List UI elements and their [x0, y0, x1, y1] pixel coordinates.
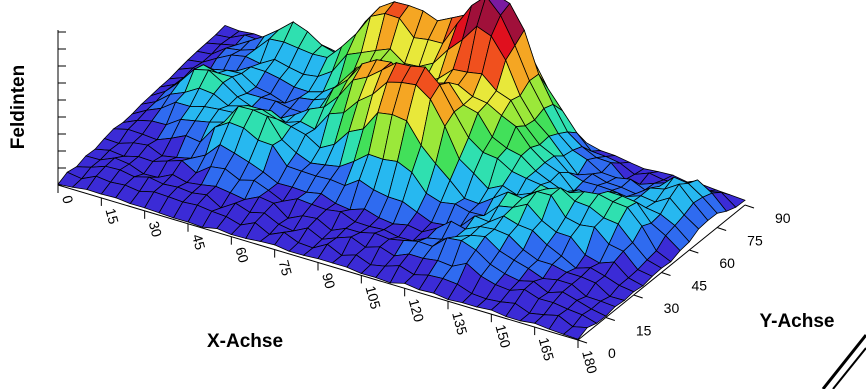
y-axis: 0 15 30 45 60 75 90: [577, 204, 791, 361]
y-tick: [577, 339, 588, 344]
x-tick-label: 60: [232, 245, 252, 264]
y-axis-title: Y-Achse: [760, 311, 835, 332]
z-axis-title: Feldinten: [8, 65, 29, 149]
y-tick-label: 75: [747, 233, 763, 249]
y-tick: [744, 204, 755, 209]
z-axis: [57, 30, 66, 186]
x-tick-label: 15: [102, 207, 122, 226]
y-tick-label: 45: [692, 278, 708, 294]
x-tick-label: 165: [536, 336, 558, 363]
corner-decoration-line-2: [832, 347, 866, 389]
y-tick: [689, 249, 699, 254]
corner-decoration-line: [821, 334, 866, 389]
x-tick-label: 135: [449, 310, 471, 337]
x-tick-label: 180: [579, 349, 601, 376]
y-tick: [661, 272, 671, 276]
y-tick: [633, 294, 643, 299]
x-tick-label: 90: [319, 271, 339, 290]
x-tick-label: 30: [146, 219, 166, 238]
y-tick-label: 90: [775, 210, 791, 226]
x-axis-title: X-Achse: [207, 331, 283, 352]
y-tick-label: 15: [636, 323, 652, 339]
y-tick-label: 0: [608, 345, 616, 361]
surface-mesh: [57, 0, 746, 340]
y-tick: [717, 227, 727, 231]
y-tick-label: 60: [719, 255, 735, 271]
x-tick-label: 75: [276, 258, 296, 277]
x-tick-label: 120: [406, 297, 428, 324]
x-tick-label: 45: [189, 232, 209, 251]
y-tick-label: 30: [664, 300, 680, 316]
x-tick-label: 0: [59, 194, 77, 206]
y-tick: [605, 317, 615, 321]
x-tick-label: 150: [492, 323, 514, 350]
x-tick-label: 105: [362, 284, 384, 311]
x-axis: 0 15 30 45 60 75 90 105 120 135 150 165 180: [57, 184, 601, 376]
surface-cell: [562, 326, 589, 340]
